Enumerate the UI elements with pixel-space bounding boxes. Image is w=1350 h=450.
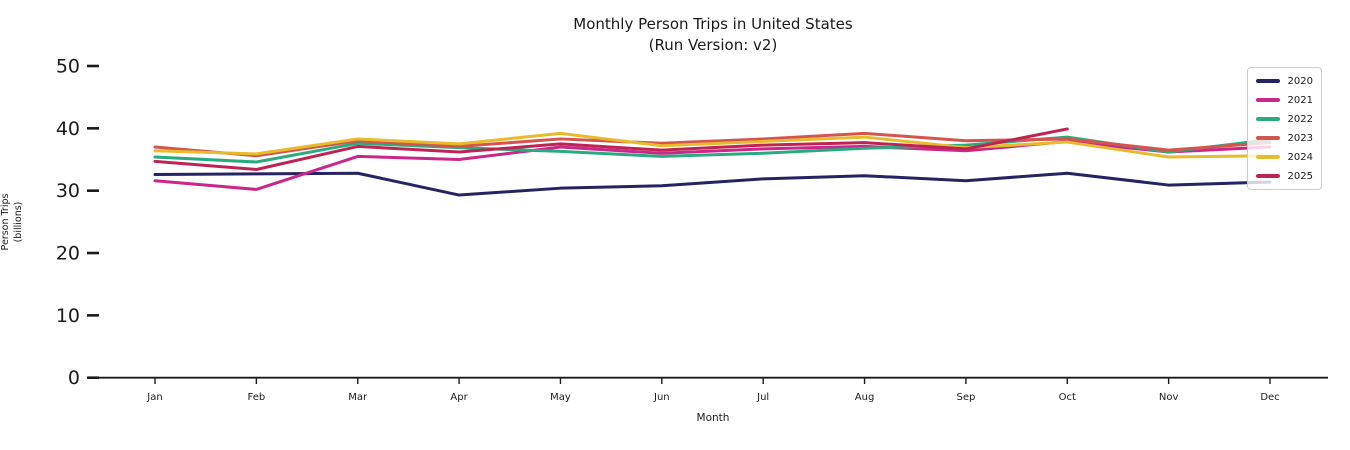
legend-label: 2021 <box>1287 94 1313 106</box>
y-tick-label: 30 <box>56 180 80 202</box>
legend-swatch-2020 <box>1255 79 1280 83</box>
legend-swatch-2025 <box>1255 174 1280 178</box>
x-tick-label: Apr <box>450 392 468 403</box>
x-tick-label: May <box>550 392 571 403</box>
legend-label: 2020 <box>1287 75 1313 87</box>
legend-item-2024: 2024 <box>1255 150 1313 164</box>
legend: 2020 2021 2022 2023 2024 2025 <box>1246 67 1322 190</box>
chart-title-line1: Monthly Person Trips in United States <box>573 15 853 33</box>
legend-swatch-2021 <box>1255 98 1280 102</box>
y-axis-label-line1: Person Trips <box>0 193 11 251</box>
legend-label: 2024 <box>1287 151 1313 163</box>
legend-item-2025: 2025 <box>1255 169 1313 183</box>
series-line-2023 <box>153 131 1272 158</box>
x-tick-label: Feb <box>248 392 266 403</box>
y-tick-label: 40 <box>56 118 80 140</box>
x-tick-label: Dec <box>1260 392 1279 403</box>
legend-label: 2025 <box>1287 170 1313 182</box>
y-axis-label: Person Trips (billions) <box>0 156 30 288</box>
chart-title: Monthly Person Trips in United States (R… <box>97 14 1329 55</box>
y-axis-label-line2: (billions) <box>12 201 24 243</box>
series-line-2020 <box>153 171 1272 197</box>
legend-item-2020: 2020 <box>1255 74 1313 88</box>
legend-item-2023: 2023 <box>1255 131 1313 145</box>
x-tick-label: Jul <box>756 392 769 403</box>
series-line-2024 <box>153 131 1272 159</box>
legend-label: 2022 <box>1287 113 1313 125</box>
y-tick-label: 0 <box>68 367 80 389</box>
legend-swatch-2022 <box>1255 117 1280 121</box>
y-tick-label: 20 <box>56 243 80 265</box>
x-axis-ticks: Jan Feb Mar Apr May Jun Jul Aug Sep Oct Nov Dec <box>146 378 1280 403</box>
x-axis-label: Month <box>696 412 730 424</box>
x-tick-label: Jun <box>653 392 670 403</box>
x-tick-label: Jan <box>146 392 162 403</box>
x-tick-label: Oct <box>1059 392 1076 403</box>
series-lines <box>153 127 1272 197</box>
y-axis-ticks: 0 10 20 30 40 50 <box>56 56 99 389</box>
x-tick-label: Nov <box>1159 392 1179 403</box>
y-tick-label: 10 <box>56 305 80 327</box>
y-tick-label: 50 <box>56 56 80 78</box>
series-line-2025 <box>153 127 1069 171</box>
legend-item-2021: 2021 <box>1255 93 1313 107</box>
x-tick-label: Mar <box>348 392 368 403</box>
x-tick-label: Sep <box>956 392 975 403</box>
legend-swatch-2024 <box>1255 155 1280 159</box>
legend-item-2022: 2022 <box>1255 112 1313 126</box>
chart-title-line2: (Run Version: v2) <box>648 35 778 54</box>
legend-label: 2023 <box>1287 132 1313 144</box>
x-tick-label: Aug <box>855 392 875 403</box>
legend-swatch-2023 <box>1255 136 1280 140</box>
